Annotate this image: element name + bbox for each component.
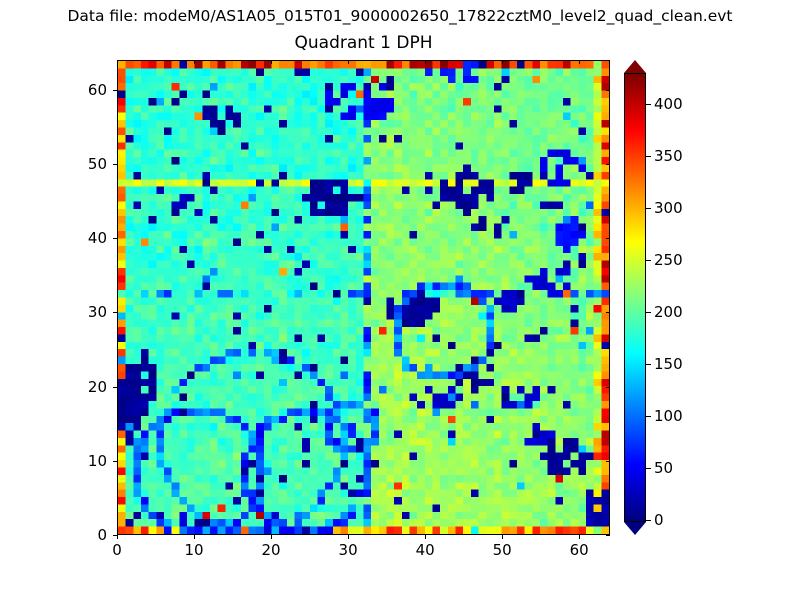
y-tick-label: 40 xyxy=(87,229,107,248)
colorbar-tick-mark xyxy=(646,312,651,313)
colorbar-tick-label: 350 xyxy=(654,147,683,165)
colorbar-tick-label: 50 xyxy=(654,459,674,477)
colorbar-under-arrow-icon xyxy=(624,522,646,535)
y-tick-label: 20 xyxy=(87,377,107,396)
colorbar-tick-label: 100 xyxy=(654,407,683,425)
x-tick-mark xyxy=(502,535,504,539)
colorbar-tick-mark xyxy=(646,468,651,469)
y-tick-mark xyxy=(113,163,117,165)
colorbar-gradient[interactable] xyxy=(624,73,646,522)
y-tick-mark-right xyxy=(606,89,610,91)
heatmap-axes[interactable] xyxy=(117,60,610,535)
y-tick-label: 50 xyxy=(87,154,107,173)
x-tick-label: 50 xyxy=(492,541,512,559)
y-tick-mark xyxy=(113,89,117,91)
x-tick-mark xyxy=(348,535,350,539)
x-tick-label: 40 xyxy=(415,541,435,559)
x-tick-mark-top xyxy=(271,60,273,64)
colorbar-tick-mark xyxy=(646,520,651,521)
colorbar-tick-label: 400 xyxy=(654,95,683,113)
y-tick-mark xyxy=(113,460,117,462)
y-tick-label: 0 xyxy=(97,526,107,544)
y-tick-mark xyxy=(113,312,117,314)
colorbar-over-arrow-icon xyxy=(624,60,646,73)
y-tick-mark-right xyxy=(606,386,610,388)
colorbar-tick-mark xyxy=(646,104,651,105)
x-tick-mark-top xyxy=(348,60,350,64)
x-tick-mark xyxy=(194,535,196,539)
colorbar-tick-label: 0 xyxy=(654,511,664,529)
colorbar-tick-label: 250 xyxy=(654,251,683,269)
x-tick-label: 0 xyxy=(112,541,122,559)
colorbar[interactable] xyxy=(624,60,646,535)
x-tick-label: 10 xyxy=(184,541,204,559)
y-tick-label: 30 xyxy=(87,303,107,322)
y-tick-mark-right xyxy=(606,460,610,462)
page-title: Quadrant 1 DPH xyxy=(294,33,433,53)
colorbar-canvas xyxy=(625,74,645,521)
x-tick-label: 20 xyxy=(261,541,281,559)
x-tick-mark xyxy=(117,535,118,539)
y-tick-mark-right xyxy=(606,163,610,165)
colorbar-tick-mark xyxy=(646,260,651,261)
x-tick-mark xyxy=(579,535,581,539)
y-tick-mark-right xyxy=(606,312,610,314)
y-tick-mark xyxy=(113,386,117,388)
y-tick-mark xyxy=(113,535,117,536)
x-tick-mark-top xyxy=(579,60,581,64)
y-tick-label: 10 xyxy=(87,451,107,470)
y-tick-mark-right xyxy=(606,238,610,240)
colorbar-tick-label: 150 xyxy=(654,355,683,373)
data-file-title: Data file: modeM0/AS1A05_015T01_90000026… xyxy=(67,7,733,25)
x-tick-mark-top xyxy=(194,60,196,64)
colorbar-tick-mark xyxy=(646,208,651,209)
x-tick-label: 60 xyxy=(569,541,589,559)
x-tick-mark-top xyxy=(117,60,118,64)
x-tick-mark-top xyxy=(425,60,427,64)
detector-heatmap[interactable] xyxy=(118,61,609,534)
x-tick-mark xyxy=(425,535,427,539)
y-tick-mark xyxy=(113,238,117,240)
y-tick-mark-right xyxy=(606,535,610,536)
x-tick-mark xyxy=(271,535,273,539)
colorbar-tick-mark xyxy=(646,364,651,365)
colorbar-tick-mark xyxy=(646,156,651,157)
y-tick-label: 60 xyxy=(87,80,107,99)
x-tick-mark-top xyxy=(502,60,504,64)
colorbar-tick-label: 300 xyxy=(654,199,683,217)
colorbar-tick-label: 200 xyxy=(654,303,683,321)
colorbar-tick-mark xyxy=(646,416,651,417)
x-tick-label: 30 xyxy=(338,541,358,559)
